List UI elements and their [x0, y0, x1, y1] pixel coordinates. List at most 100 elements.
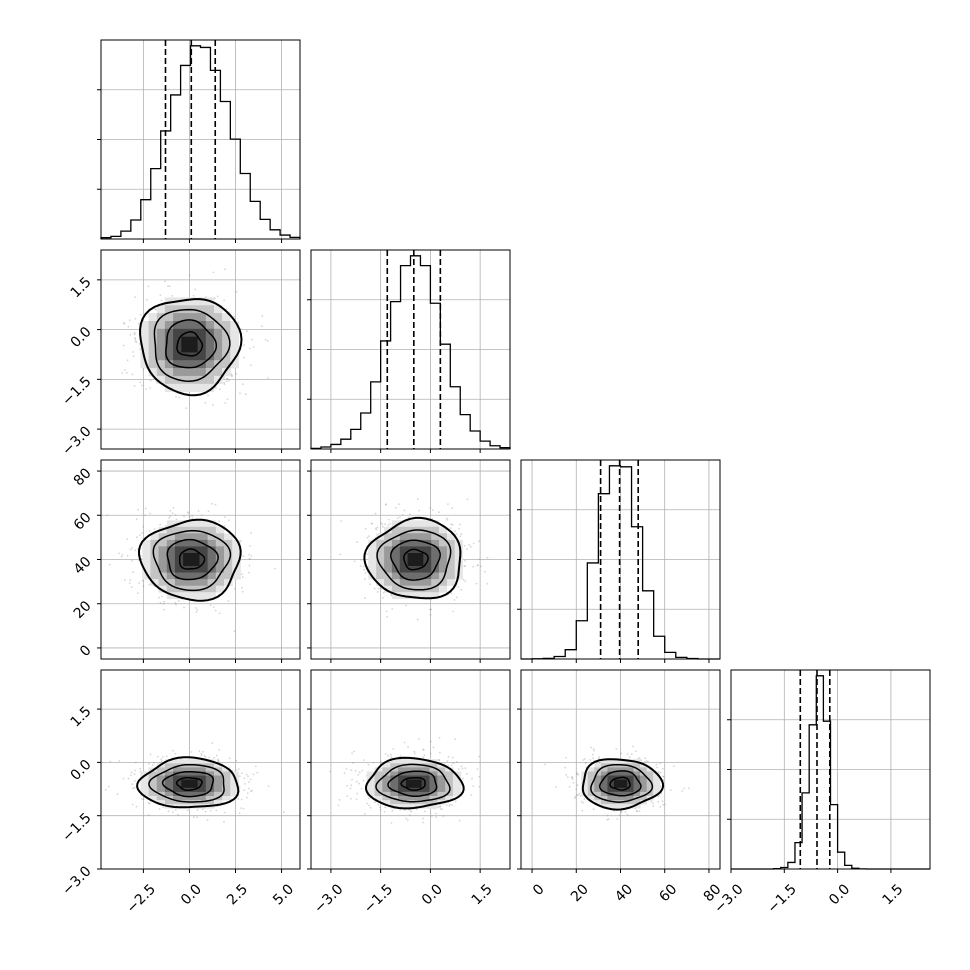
density-cell: [390, 759, 399, 764]
scatter-point: [148, 802, 151, 805]
scatter-point: [213, 756, 216, 759]
scatter-point: [657, 801, 660, 803]
scatter-point: [454, 530, 457, 532]
density-cell: [214, 344, 223, 353]
scatter-point: [446, 518, 449, 521]
density-cell: [222, 796, 231, 801]
density-cell: [384, 566, 393, 573]
density-cell: [158, 572, 168, 580]
scatter-point: [577, 793, 579, 796]
density-cell: [399, 546, 408, 554]
density-cell: [230, 783, 239, 789]
scatter-point: [422, 821, 425, 824]
density-cell: [398, 787, 407, 793]
density-cell: [164, 336, 174, 345]
scatter-point: [134, 338, 137, 341]
density-cell: [140, 321, 149, 330]
density-cell: [399, 539, 408, 547]
scatter-point: [266, 340, 269, 342]
scatter-point: [147, 285, 150, 288]
density-cell: [431, 572, 440, 580]
density-cell: [376, 566, 385, 573]
scatter-point: [194, 288, 197, 291]
density-cell: [413, 804, 422, 809]
scatter-point: [564, 766, 567, 769]
density-cell: [382, 775, 391, 780]
density-cell: [207, 553, 217, 560]
scatter-point: [242, 555, 245, 557]
density-cell: [173, 368, 182, 377]
density-cell: [439, 526, 448, 534]
scatter-point: [231, 375, 233, 378]
scatter-point: [349, 787, 352, 790]
density-cell: [156, 787, 166, 793]
scatter-point: [568, 785, 571, 788]
density-cell: [453, 771, 462, 776]
scatter-point: [572, 781, 575, 784]
density-cell: [164, 368, 174, 377]
density-cell: [140, 328, 149, 337]
density-cell: [391, 585, 401, 593]
histogram-step-line: [310, 255, 511, 449]
scatter-point: [422, 817, 424, 820]
density-cell: [191, 579, 200, 586]
density-cell: [453, 775, 462, 780]
scatter-point: [405, 604, 407, 607]
scatter-point: [250, 532, 253, 534]
scatter-point: [620, 810, 623, 812]
scatter-point: [620, 752, 623, 755]
density-cell: [148, 352, 158, 361]
scatter-point: [466, 772, 468, 775]
scatter-point: [136, 592, 139, 595]
scatter-point: [396, 517, 399, 520]
scatter-point: [240, 798, 243, 801]
density-cell: [207, 533, 217, 541]
density-cell: [413, 796, 422, 801]
scatter-point: [583, 758, 586, 760]
scatter-point: [581, 809, 584, 812]
scatter-point: [390, 822, 393, 824]
density-cell: [366, 779, 375, 785]
density-cell: [189, 375, 198, 385]
scatter-point: [478, 540, 480, 543]
scatter-point: [392, 748, 395, 750]
scatter-point: [248, 781, 250, 784]
scatter-point: [406, 819, 409, 822]
density-cell: [189, 297, 198, 306]
density-cell: [384, 579, 393, 586]
scatter-point: [251, 789, 254, 792]
density-cell: [166, 539, 176, 547]
scatter-point: [141, 579, 144, 582]
density-cell: [429, 800, 438, 805]
density-cell: [382, 767, 391, 772]
density-cell: [374, 775, 383, 780]
density-cell: [173, 796, 182, 801]
density-cell: [423, 572, 432, 580]
density-cell: [197, 352, 207, 361]
scatter-point: [628, 756, 631, 758]
scatter-point: [223, 381, 225, 384]
density-cell: [445, 796, 454, 801]
hist-panel-2: [517, 459, 721, 663]
scatter-point: [643, 761, 646, 763]
scatter-point: [415, 808, 418, 811]
scatter-point: [450, 592, 453, 595]
scatter-point: [454, 738, 457, 740]
contour-line: [161, 770, 215, 798]
density-cell: [189, 352, 198, 361]
scatter-point: [163, 600, 166, 603]
density-cell: [453, 779, 462, 785]
density-cell: [406, 771, 415, 776]
scatter-point: [620, 811, 623, 814]
density-cell: [199, 579, 209, 586]
scatter-point: [362, 565, 365, 568]
scatter-point: [422, 748, 425, 751]
scatter-point: [579, 794, 582, 797]
scatter-point: [673, 765, 675, 767]
scatter-point: [131, 373, 134, 376]
scatter-point: [123, 322, 126, 325]
scatter-point: [274, 567, 276, 570]
density-cell: [205, 775, 215, 780]
scatter-point: [466, 498, 469, 501]
histogram-step-line: [521, 465, 720, 660]
